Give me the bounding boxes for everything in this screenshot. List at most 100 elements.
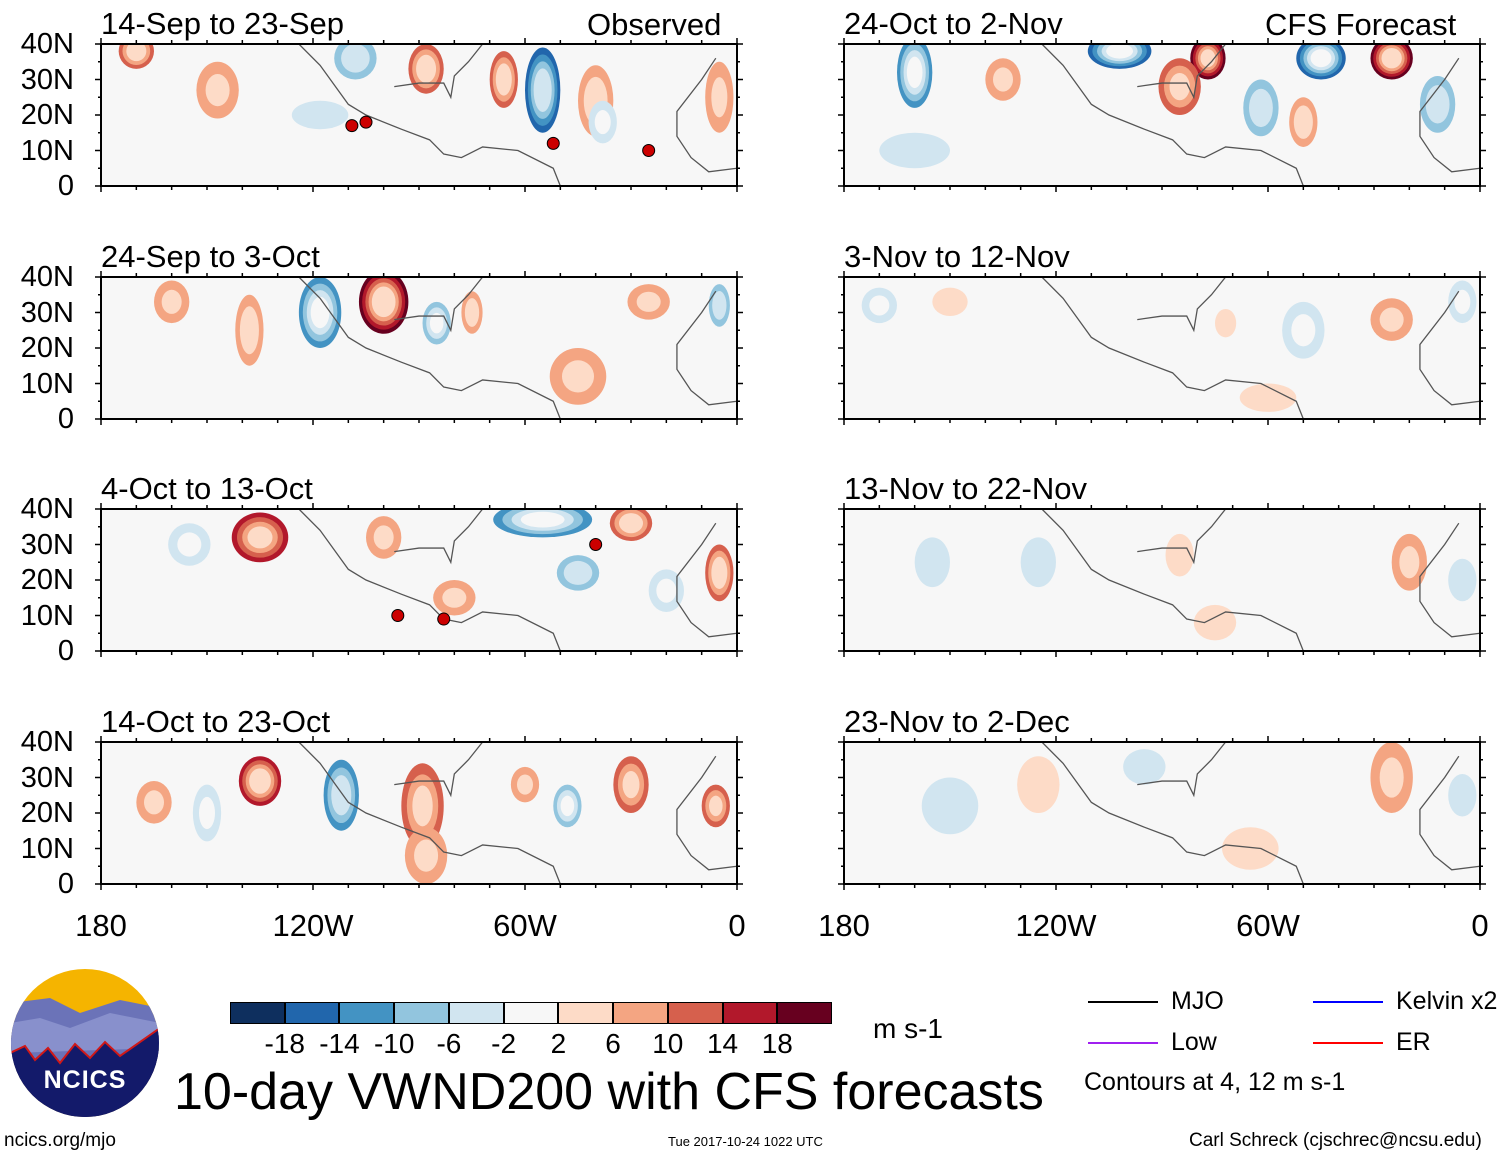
anomaly-contour bbox=[709, 795, 723, 817]
colorbar-label: -14 bbox=[319, 1028, 360, 1059]
colorbar-label: -18 bbox=[264, 1028, 305, 1059]
forecast-label: CFS Forecast bbox=[1265, 7, 1457, 42]
anomaly-contour bbox=[1454, 289, 1471, 314]
panel-title: 4-Oct to 13-Oct bbox=[101, 471, 313, 506]
colorbar-label: 14 bbox=[706, 1028, 739, 1059]
footer-url: ncics.org/mjo bbox=[4, 1130, 116, 1151]
anomaly-contour bbox=[1448, 558, 1477, 602]
panel-title: 14-Sep to 23-Sep bbox=[101, 6, 345, 41]
tropical-cyclone-icon bbox=[391, 609, 405, 622]
anomaly-contour bbox=[594, 110, 611, 135]
colorbar-swatch bbox=[394, 1002, 449, 1024]
anomaly-contour bbox=[1200, 49, 1216, 68]
anomaly-contour bbox=[992, 67, 1014, 92]
coastline bbox=[676, 522, 737, 638]
units-label: m s-1 bbox=[873, 1013, 943, 1044]
map-panel bbox=[838, 736, 1486, 890]
tropical-cyclone-icon bbox=[345, 119, 359, 133]
lon-label: 120W bbox=[272, 908, 354, 943]
colorbar-swatch bbox=[613, 1002, 668, 1024]
anomaly-contour bbox=[249, 768, 271, 794]
legend-line bbox=[1088, 1042, 1158, 1044]
coastline bbox=[154, 44, 561, 186]
anomaly-contour bbox=[1379, 307, 1404, 332]
figure-title: 10-day VWND200 with CFS forecasts bbox=[174, 1063, 1044, 1121]
anomaly-contour bbox=[429, 312, 444, 334]
legend-label: Low bbox=[1171, 1028, 1217, 1056]
coastline bbox=[897, 742, 1304, 884]
coastline bbox=[1137, 509, 1227, 565]
panel-title: 3-Nov to 12-Nov bbox=[844, 239, 1070, 274]
anomaly-contour bbox=[331, 775, 352, 816]
lat-label: 10N bbox=[20, 599, 74, 632]
tropical-cyclone-icon bbox=[359, 115, 373, 129]
anomaly-contour bbox=[914, 537, 950, 588]
anomaly-contour bbox=[247, 526, 273, 549]
lat-label: 10N bbox=[20, 832, 74, 865]
anomaly-contour bbox=[1239, 383, 1297, 412]
coastline bbox=[897, 44, 1304, 186]
coastline bbox=[394, 44, 484, 100]
lat-label: 40N bbox=[20, 493, 74, 525]
lat-label: 30N bbox=[20, 63, 74, 96]
anomaly-contour bbox=[561, 360, 595, 393]
lat-label: 0 bbox=[57, 635, 74, 667]
coastline bbox=[394, 742, 484, 798]
lon-label: 120W bbox=[1015, 908, 1097, 943]
anomaly-contour bbox=[622, 770, 640, 799]
anomaly-contour bbox=[1123, 749, 1166, 785]
anomaly-contour bbox=[239, 306, 259, 355]
lat-label: 0 bbox=[57, 170, 74, 202]
colorbar-label: 10 bbox=[652, 1028, 684, 1059]
anomaly-contour bbox=[495, 63, 512, 96]
map-panel bbox=[95, 503, 743, 657]
panel-title: 24-Sep to 3-Oct bbox=[101, 239, 320, 274]
colorbar-swatch bbox=[339, 1002, 395, 1024]
coastline bbox=[154, 277, 561, 419]
lat-label: 30N bbox=[20, 761, 74, 794]
colorbar-swatch bbox=[503, 1002, 559, 1024]
anomaly-contour bbox=[126, 44, 147, 62]
lon-label: 180 bbox=[818, 908, 870, 943]
legend-line bbox=[1088, 1001, 1158, 1003]
tropical-cyclone-icon bbox=[589, 538, 603, 551]
anomaly-contour bbox=[656, 578, 677, 603]
anomaly-contour bbox=[1448, 773, 1477, 817]
panel-title: 24-Oct to 2-Nov bbox=[844, 6, 1063, 41]
coastline bbox=[1137, 277, 1227, 333]
anomaly-contour bbox=[177, 532, 202, 557]
anomaly-contour bbox=[1215, 308, 1237, 338]
colorbar-label: 6 bbox=[605, 1028, 621, 1059]
legend-label: ER bbox=[1396, 1028, 1431, 1056]
colorbar-swatch bbox=[284, 1002, 340, 1024]
anomaly-contour bbox=[712, 291, 727, 320]
coastline bbox=[897, 277, 1304, 419]
anomaly-contour bbox=[1381, 47, 1402, 69]
coastline bbox=[154, 742, 561, 884]
anomaly-contour bbox=[412, 785, 433, 827]
colorbar-swatch bbox=[777, 1002, 832, 1024]
coastline bbox=[1419, 290, 1480, 406]
lon-label: 60W bbox=[493, 908, 557, 943]
colorbar-label: -2 bbox=[491, 1028, 517, 1059]
colorbar-swatch bbox=[230, 1002, 285, 1024]
anomaly-contour bbox=[618, 513, 644, 534]
coastline bbox=[897, 509, 1304, 651]
anomaly-contour bbox=[464, 298, 480, 327]
contour-note: Contours at 4, 12 m s-1 bbox=[1084, 1068, 1346, 1096]
lat-label: 0 bbox=[57, 403, 74, 435]
anomaly-contour bbox=[520, 511, 565, 528]
anomaly-contour bbox=[563, 560, 593, 585]
lat-label: 40N bbox=[20, 28, 74, 60]
lon-label: 180 bbox=[75, 908, 127, 943]
lat-label: 30N bbox=[20, 296, 74, 329]
anomaly-contour bbox=[1425, 85, 1450, 124]
footer-timestamp: Tue 2017-10-24 1022 UTC bbox=[668, 1134, 823, 1149]
anomaly-contour bbox=[711, 556, 728, 589]
anomaly-contour bbox=[198, 796, 216, 830]
lat-label: 20N bbox=[20, 564, 74, 596]
anomaly-contour bbox=[310, 296, 330, 329]
colorbar-label: -6 bbox=[436, 1028, 462, 1059]
colorbar-label: -10 bbox=[373, 1028, 415, 1059]
